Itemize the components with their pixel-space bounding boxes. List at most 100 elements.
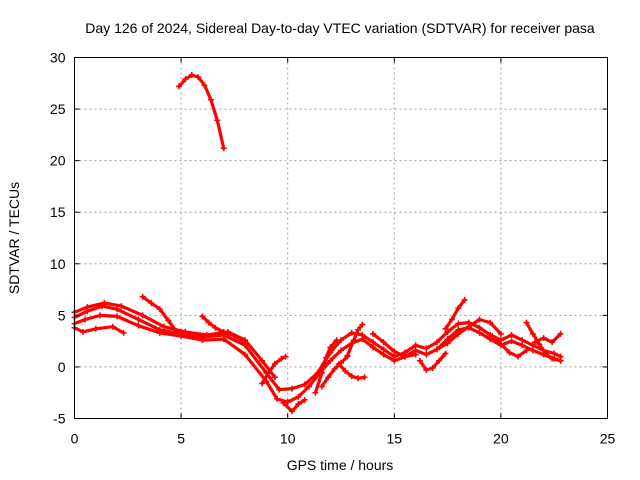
data-point (465, 323, 472, 330)
trace-layer (71, 72, 564, 415)
data-point (148, 299, 155, 306)
series-line (281, 398, 307, 413)
series-line (345, 323, 364, 358)
data-point (380, 339, 387, 346)
data-point (288, 385, 295, 392)
data-point (188, 72, 195, 79)
data-point (369, 330, 376, 337)
series-s13 (344, 321, 366, 359)
x-tick-label: 5 (177, 431, 185, 447)
data-point (276, 386, 283, 393)
data-point (380, 351, 387, 358)
data-point (331, 365, 338, 372)
y-tick-label: 30 (50, 50, 66, 66)
data-point (325, 374, 332, 381)
y-tick-label: 10 (50, 256, 66, 272)
data-point (542, 350, 549, 357)
data-point (259, 380, 266, 387)
data-point (318, 370, 325, 377)
data-point (506, 349, 513, 356)
data-point (282, 353, 289, 360)
series-line (177, 73, 226, 150)
data-point (284, 398, 291, 405)
chart-title: Day 126 of 2024, Sidereal Day-to-day VTE… (85, 20, 595, 36)
data-point (82, 316, 89, 323)
data-point (80, 328, 87, 335)
data-point (529, 342, 536, 349)
series-line (443, 298, 467, 331)
series-s16 (442, 296, 468, 332)
data-point (412, 351, 419, 358)
x-axis-label: GPS time / hours (287, 457, 394, 473)
data-point (271, 374, 278, 381)
data-point (519, 342, 526, 349)
data-point (242, 339, 249, 346)
series-line (200, 314, 247, 344)
data-point (338, 347, 344, 354)
data-point (156, 306, 163, 313)
data-point (333, 337, 340, 344)
series-s14 (369, 330, 419, 360)
data-point (433, 346, 440, 353)
data-point (523, 347, 530, 354)
data-point (551, 350, 558, 357)
data-point (97, 312, 104, 319)
data-point (199, 313, 206, 320)
data-point (242, 351, 249, 358)
x-tick-label: 10 (280, 431, 296, 447)
series-s8 (259, 353, 289, 387)
data-point (508, 331, 515, 338)
data-point (549, 355, 556, 362)
series-s12 (335, 360, 368, 382)
data-point (327, 357, 334, 364)
data-point (295, 401, 302, 408)
data-point (220, 145, 227, 152)
series-line (533, 332, 563, 344)
data-point (205, 319, 212, 326)
data-point (220, 328, 227, 335)
x-tick-label: 20 (493, 431, 509, 447)
y-axis-label: SDTVAR / TECUs (6, 182, 22, 294)
data-point (444, 328, 451, 335)
data-point (265, 370, 272, 377)
data-point (271, 360, 278, 367)
data-point (444, 340, 451, 347)
data-point (312, 389, 319, 396)
data-point (359, 321, 366, 328)
data-point (436, 357, 443, 364)
data-point (455, 305, 462, 312)
series-s11 (318, 353, 351, 390)
data-point (557, 330, 564, 337)
data-point (139, 312, 146, 319)
data-point (423, 351, 430, 358)
data-point (489, 332, 496, 339)
data-point (288, 408, 295, 415)
data-point (423, 345, 430, 352)
data-point (201, 82, 208, 89)
data-point (156, 329, 163, 336)
data-point (536, 341, 543, 348)
data-point (442, 350, 449, 357)
data-point (348, 373, 355, 380)
series-line (141, 295, 179, 334)
data-point (497, 341, 504, 348)
series-s15 (416, 350, 449, 374)
series-s17 (433, 316, 504, 353)
data-point (476, 329, 483, 336)
x-tick-label: 25 (600, 431, 616, 447)
data-point (455, 320, 462, 327)
data-point (323, 354, 330, 361)
data-point (532, 339, 539, 346)
data-point (359, 336, 366, 343)
data-point (175, 83, 182, 90)
data-point (348, 329, 355, 336)
data-point (455, 330, 462, 337)
data-point (448, 316, 455, 323)
data-point (508, 338, 515, 345)
data-point (101, 299, 108, 306)
data-point (369, 344, 376, 351)
data-point (529, 330, 536, 337)
data-point (429, 364, 436, 371)
data-point (529, 347, 536, 354)
data-point (487, 336, 494, 343)
